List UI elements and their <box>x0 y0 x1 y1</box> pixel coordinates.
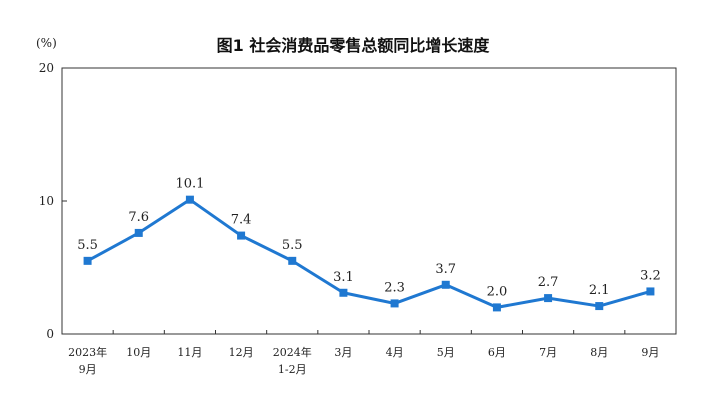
data-point-marker <box>185 195 194 204</box>
x-tick-label: 2024年 <box>273 345 312 359</box>
data-label: 3.7 <box>435 262 456 277</box>
data-label: 2.1 <box>589 283 610 298</box>
data-point-marker <box>134 228 143 237</box>
data-point-marker <box>339 288 348 297</box>
x-tick-label: 10月 <box>126 346 151 359</box>
y-tick-label: 0 <box>46 327 54 341</box>
data-point-marker <box>288 256 297 265</box>
data-point-marker <box>441 280 450 289</box>
data-label: 5.5 <box>282 238 303 253</box>
x-tick-label: 2023年 <box>68 345 107 359</box>
data-point-marker <box>595 302 604 311</box>
x-tick-label: 1-2月 <box>278 363 307 376</box>
x-tick-label: 12月 <box>229 346 254 359</box>
x-tick-label: 7月 <box>539 346 557 359</box>
series-line <box>86 198 651 309</box>
data-point-marker <box>646 287 655 296</box>
data-label: 7.4 <box>231 213 252 228</box>
x-tick-label: 5月 <box>437 346 455 359</box>
data-label: 2.7 <box>538 275 559 290</box>
data-point-marker <box>492 303 501 312</box>
x-tick-label: 11月 <box>177 346 202 359</box>
plot-frame <box>61 67 677 335</box>
y-tick-label: 10 <box>39 194 54 208</box>
data-label: 10.1 <box>175 177 204 192</box>
data-label: 7.6 <box>128 210 149 225</box>
x-tick-label: 6月 <box>488 346 506 359</box>
y-tick-label: 20 <box>39 61 54 75</box>
data-point-marker <box>544 294 553 303</box>
x-tick-label: 9月 <box>641 346 659 359</box>
y-axis-unit-label: (%) <box>36 36 57 50</box>
data-point-marker <box>390 299 399 308</box>
data-label: 2.0 <box>487 284 508 299</box>
x-tick-label: 4月 <box>386 346 404 359</box>
chart-title: 图1 社会消费品零售总额同比增长速度 <box>216 36 490 55</box>
data-label: 3.1 <box>333 270 354 285</box>
data-label: 2.3 <box>384 280 405 295</box>
data-point-marker <box>237 231 246 240</box>
data-point-marker <box>83 256 92 265</box>
data-label: 3.2 <box>640 268 661 283</box>
x-tick-label: 9月 <box>79 363 97 376</box>
x-tick-label: 8月 <box>590 346 608 359</box>
data-label: 5.5 <box>77 238 98 253</box>
x-tick-label: 3月 <box>334 346 352 359</box>
